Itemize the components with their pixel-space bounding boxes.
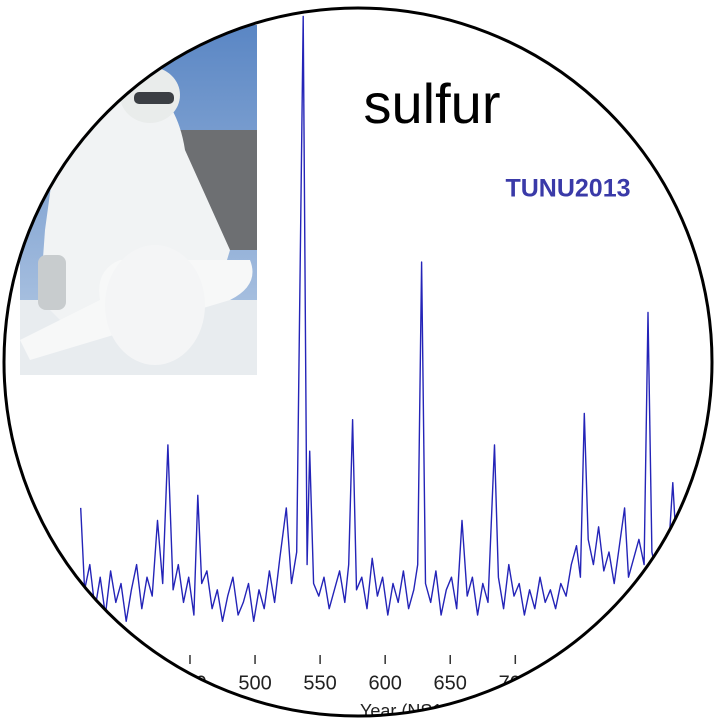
x-tick-label: 450 [173,672,206,694]
x-tick-label: 650 [434,672,467,694]
circle-content: 450500550600650700Year (NS1 sulfur TUNU2… [0,0,717,724]
x-axis-label: Year (NS1 [360,701,442,721]
annotation: TUNU2013 [505,175,630,203]
photo [20,25,257,375]
x-tick-label: 550 [303,672,336,694]
page: 450500550600650700Year (NS1 sulfur TUNU2… [0,0,717,724]
chart-title: sulfur [364,72,501,135]
x-tick-label: 600 [368,672,401,694]
x-tick-label: 500 [238,672,271,694]
chart: 450500550600650700Year (NS1 sulfur TUNU2… [0,0,717,724]
